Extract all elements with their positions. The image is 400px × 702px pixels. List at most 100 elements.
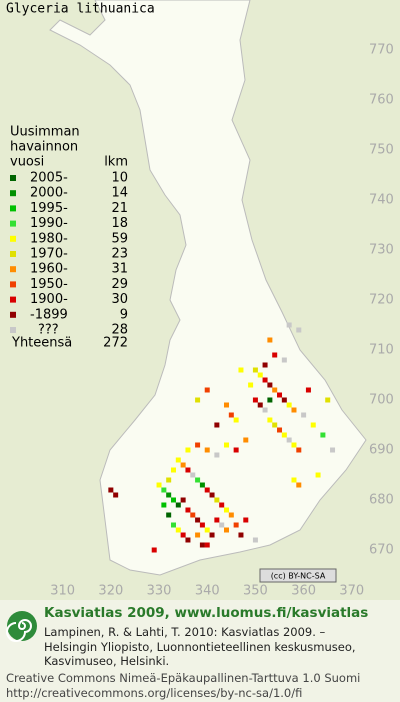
- y-tick-label: 700: [369, 393, 394, 408]
- license-badge: (cc) BY-NC-SA: [271, 572, 326, 581]
- occurrence-square: [233, 522, 239, 528]
- legend-swatch: [10, 327, 16, 333]
- map-title: Glyceria lithuanica: [6, 2, 155, 17]
- occurrence-square: [296, 447, 302, 453]
- legend-label: -1899: [30, 307, 68, 322]
- occurrence-square: [170, 497, 176, 503]
- occurrence-square: [272, 387, 278, 393]
- occurrence-square: [195, 517, 201, 523]
- y-tick-label: 710: [369, 343, 394, 358]
- x-tick-label: 370: [339, 584, 364, 599]
- occurrence-square: [224, 527, 230, 533]
- occurrence-square: [281, 397, 287, 403]
- legend-count: 28: [111, 323, 128, 338]
- y-tick-label: 770: [369, 43, 394, 58]
- citation: Helsingin Yliopisto, Luonnontieteellinen…: [44, 640, 356, 654]
- legend-label: 2000-: [30, 186, 68, 201]
- occurrence-square: [190, 512, 196, 518]
- occurrence-square: [252, 397, 258, 403]
- occurrence-square: [195, 397, 201, 403]
- occurrence-square: [190, 472, 196, 478]
- legend-label: 2005-: [30, 171, 68, 186]
- citation: Lampinen, R. & Lahti, T. 2010: Kasviatla…: [44, 625, 326, 639]
- y-tick-label: 670: [369, 543, 394, 558]
- occurrence-square: [286, 402, 292, 408]
- footer: Kasviatlas 2009, www.luomus.fi/kasviatla…: [0, 600, 400, 702]
- legend-label: ???: [38, 323, 59, 338]
- y-tick-label: 730: [369, 243, 394, 258]
- occurrence-square: [277, 392, 283, 398]
- occurrence-square: [233, 447, 239, 453]
- occurrence-square: [199, 522, 205, 528]
- occurrence-square: [272, 352, 278, 358]
- occurrence-square: [305, 387, 311, 393]
- occurrence-square: [262, 362, 268, 368]
- map: Glyceria lithuanica Uusimman havainnon v…: [0, 0, 400, 600]
- legend-column: vuosi: [10, 155, 44, 170]
- legend-count: 14: [111, 186, 128, 201]
- occurrence-square: [286, 437, 292, 443]
- occurrence-square: [209, 492, 215, 498]
- occurrence-square: [199, 542, 205, 548]
- occurrence-square: [296, 327, 302, 333]
- occurrence-square: [248, 382, 254, 388]
- occurrence-square: [219, 502, 225, 508]
- legend-count: 23: [111, 247, 128, 262]
- legend-label: 1960-: [30, 262, 68, 277]
- occurrence-square: [243, 517, 249, 523]
- occurrence-square: [170, 522, 176, 528]
- legend-label: 1950-: [30, 277, 68, 292]
- legend-label: 1990-: [30, 216, 68, 231]
- citation: Kasvimuseo, Helsinki.: [44, 654, 170, 668]
- legend-swatch: [10, 190, 16, 197]
- occurrence-square: [277, 427, 283, 433]
- occurrence-square: [185, 537, 191, 543]
- land: [49, 0, 367, 576]
- occurrence-square: [224, 402, 230, 408]
- occurrence-square: [204, 447, 210, 453]
- legend-label: 1970-: [30, 247, 68, 262]
- occurrence-square: [281, 432, 287, 438]
- occurrence-square: [320, 432, 326, 438]
- occurrence-square: [238, 367, 244, 373]
- occurrence-square: [175, 502, 181, 508]
- occurrence-square: [315, 472, 321, 478]
- occurrence-square: [224, 507, 230, 513]
- y-tick-label: 740: [369, 193, 394, 208]
- logo: [6, 611, 37, 642]
- legend-swatch: [10, 311, 16, 318]
- occurrence-square: [291, 477, 297, 483]
- occurrence-square: [257, 402, 263, 408]
- y-tick-label: 680: [369, 493, 394, 508]
- occurrence-square: [214, 422, 220, 428]
- occurrence-square: [214, 517, 220, 523]
- legend-count: 21: [111, 201, 128, 216]
- legend-total: 272: [103, 336, 128, 351]
- legend-label: 1900-: [30, 292, 68, 307]
- occurrence-square: [267, 337, 273, 343]
- site-title: Kasviatlas 2009, www.luomus.fi/kasviatla…: [44, 605, 369, 621]
- occurrence-square: [180, 462, 186, 468]
- legend-count: 18: [111, 216, 128, 231]
- legend-swatch: [10, 266, 16, 273]
- legend-swatch: [10, 235, 16, 242]
- occurrence-square: [209, 532, 215, 538]
- occurrence-square: [267, 397, 273, 403]
- occurrence-square: [325, 397, 331, 403]
- occurrence-square: [175, 527, 181, 533]
- occurrence-square: [238, 532, 244, 538]
- occurrence-square: [166, 492, 172, 498]
- occurrence-square: [195, 442, 201, 448]
- occurrence-square: [185, 447, 191, 453]
- occurrence-square: [267, 382, 273, 388]
- occurrence-square: [195, 477, 201, 483]
- legend-heading: havainnon: [10, 140, 78, 155]
- license-badge-box: [259, 568, 337, 583]
- occurrence-square: [161, 487, 167, 493]
- legend-count: 59: [111, 231, 128, 246]
- occurrence-square: [170, 467, 176, 473]
- x-tick-label: 340: [195, 584, 220, 599]
- occurrence-square: [180, 497, 186, 503]
- license-text: Creative Commons Nimeä-Epäkaupallinen-Ta…: [6, 671, 361, 685]
